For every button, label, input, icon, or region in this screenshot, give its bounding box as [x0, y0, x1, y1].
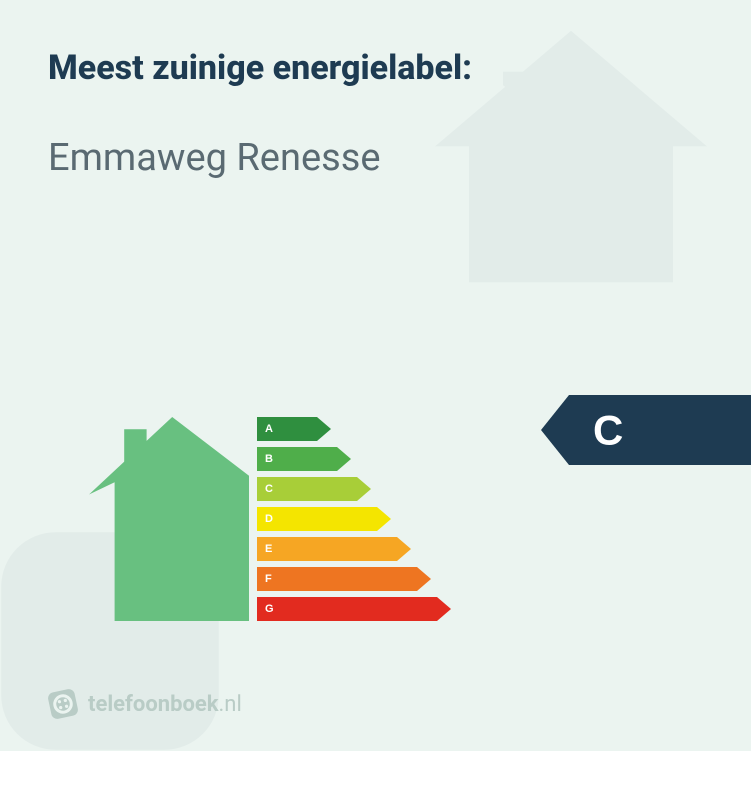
page-subtitle: Emmaweg Renesse — [48, 136, 703, 180]
footer: telefoonboek.nl — [48, 689, 242, 719]
rating-arrow-icon: C — [541, 395, 751, 465]
rating-tag: C — [541, 395, 751, 465]
energy-bar-label: E — [265, 543, 272, 555]
energy-bar-g — [257, 597, 451, 621]
energy-bar-label: G — [265, 603, 274, 615]
page-title: Meest zuinige energielabel: — [48, 48, 703, 88]
energy-bar-label: D — [265, 513, 273, 525]
energy-bar-label: F — [265, 573, 272, 585]
brand-bold: telefoonboek — [88, 692, 219, 717]
energy-bar-label: B — [265, 453, 273, 465]
energy-bar-e — [257, 537, 411, 561]
brand-text: telefoonboek.nl — [88, 692, 242, 717]
energy-bar-label: C — [265, 483, 273, 495]
rating-value: C — [593, 407, 623, 454]
card: Meest zuinige energielabel: Emmaweg Rene… — [0, 0, 751, 751]
brand-rest: .nl — [219, 692, 242, 717]
brand-icon — [45, 686, 81, 722]
energy-bar-label: A — [265, 423, 273, 435]
energy-chart-container: A B C D E F G C — [0, 407, 751, 631]
energy-bar-c — [257, 477, 371, 501]
energy-bar-d — [257, 507, 391, 531]
energy-bar-f — [257, 567, 431, 591]
